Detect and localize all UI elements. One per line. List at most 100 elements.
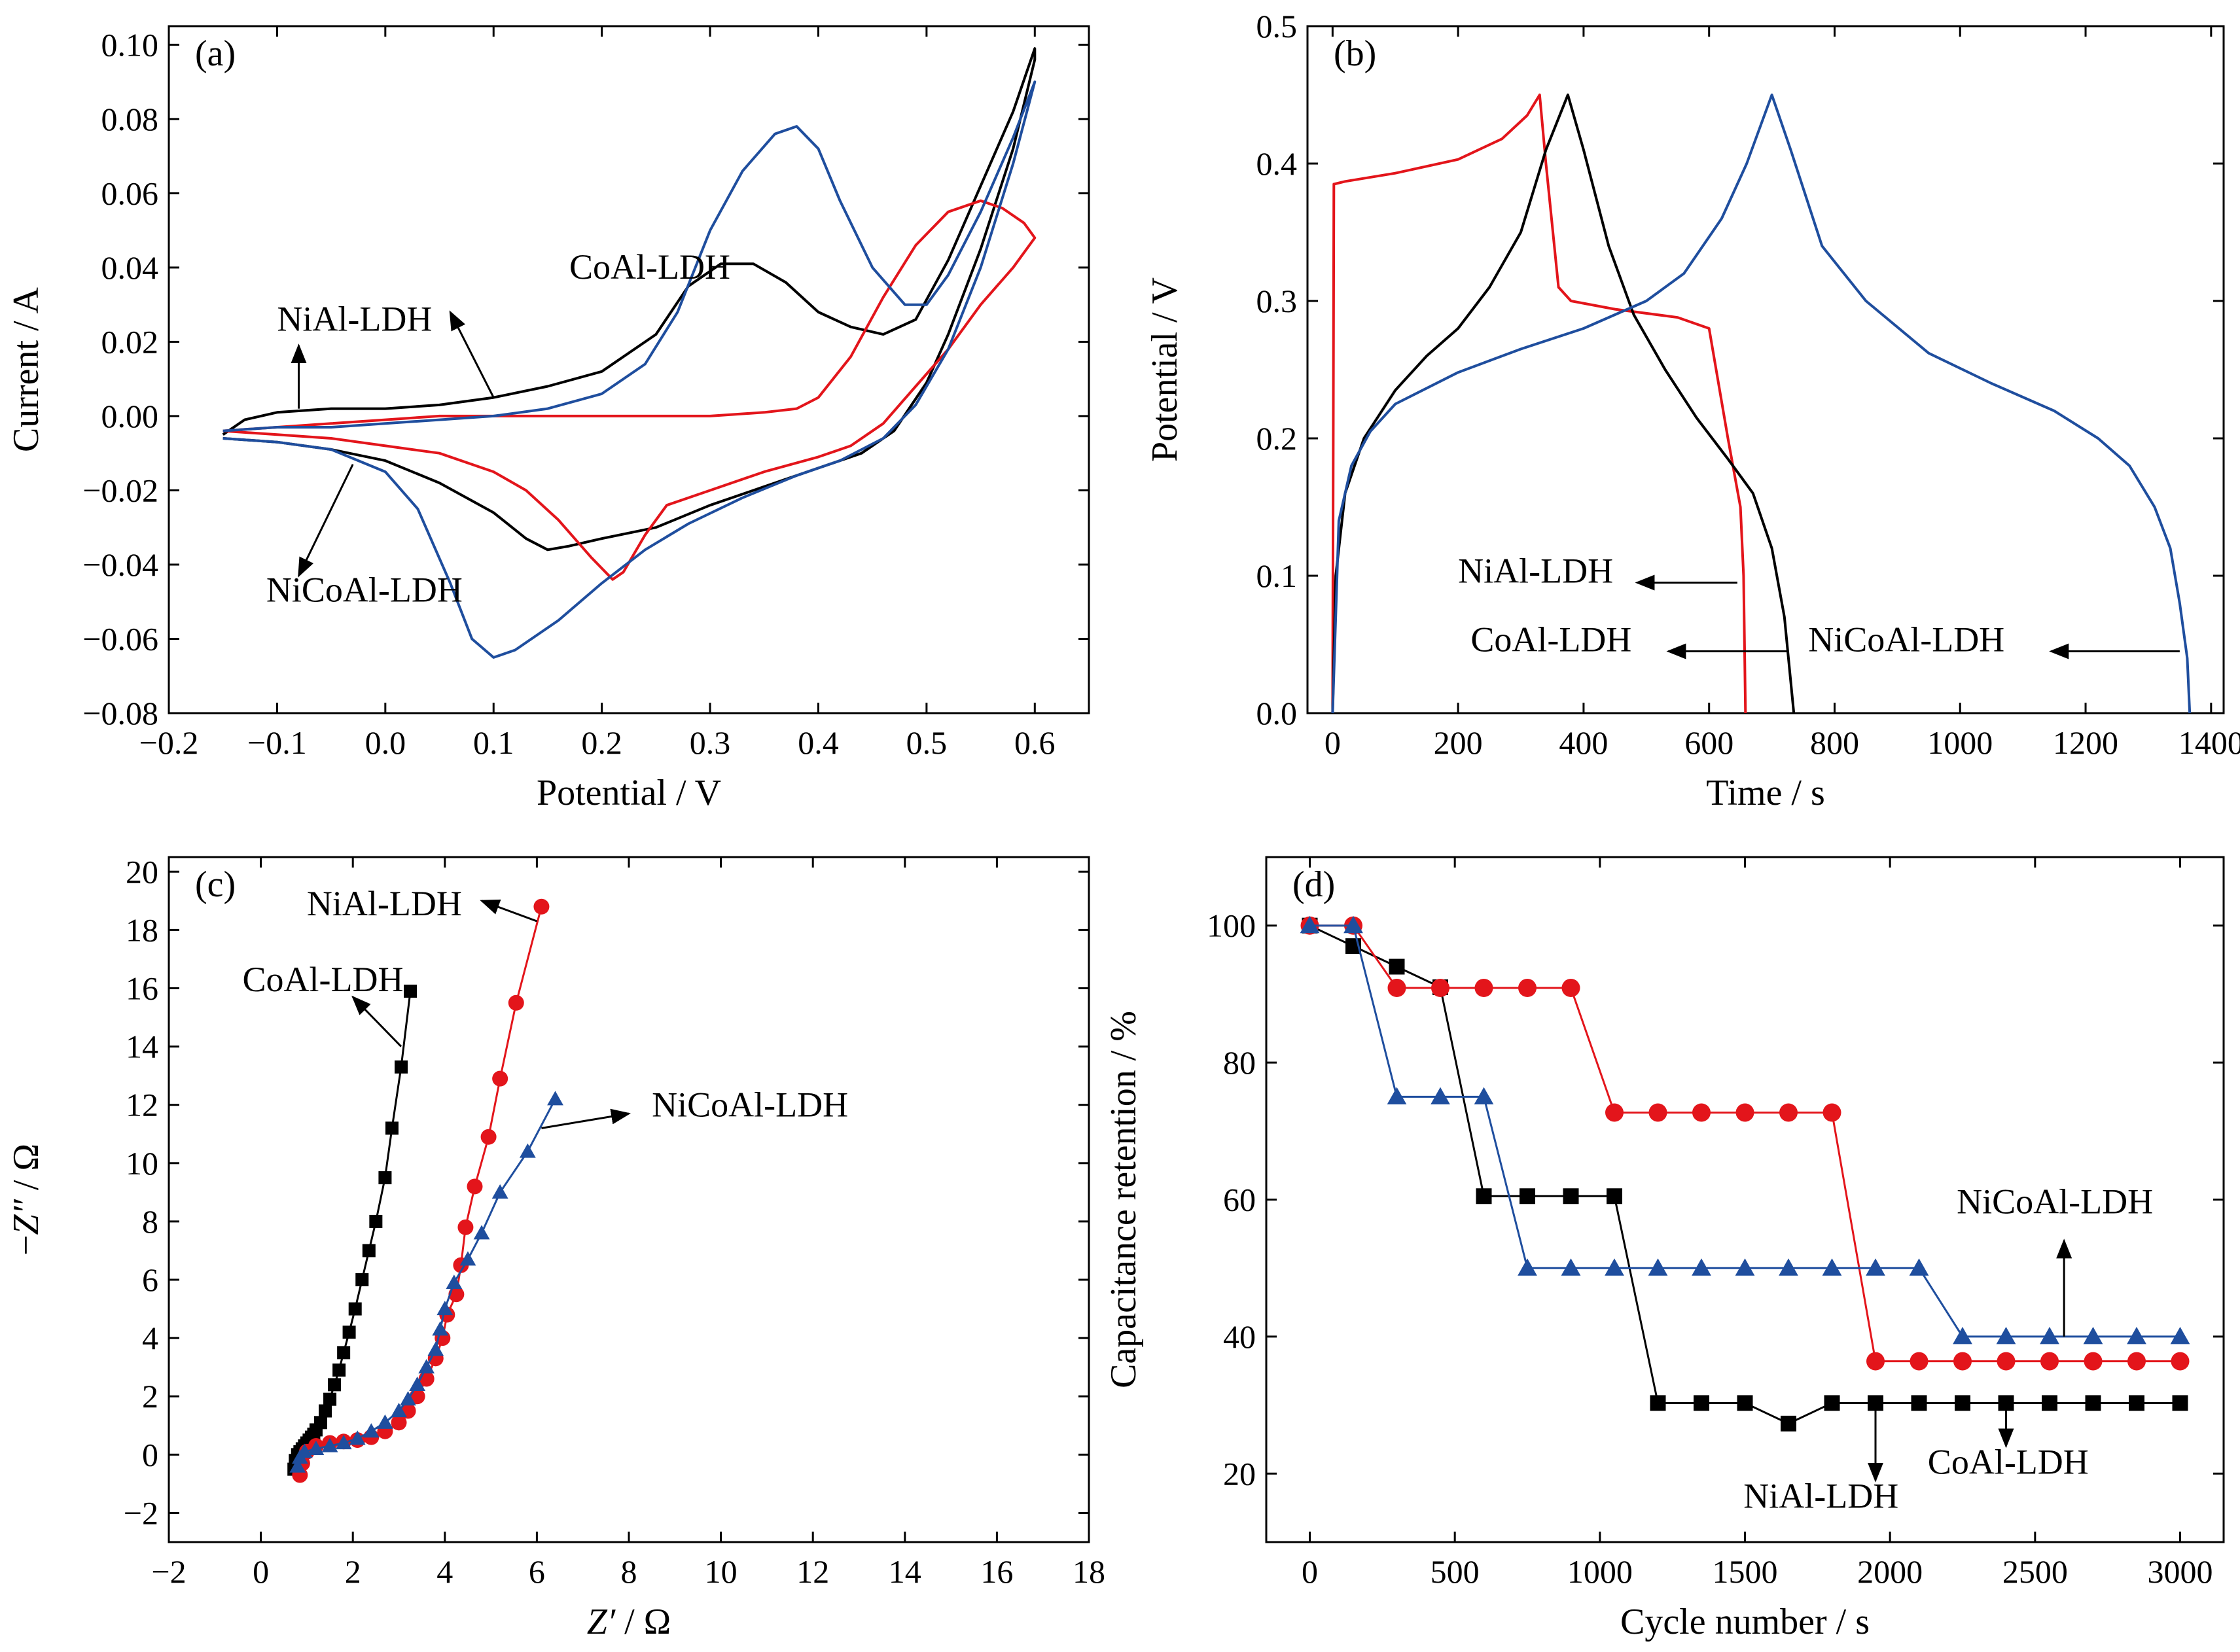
data-point: [1779, 1258, 1798, 1276]
data-point: [1911, 1395, 1927, 1411]
series-NiAl-LDH: [1331, 94, 1747, 714]
x-tick-label: 0.4: [798, 724, 839, 761]
annotations: NiAl-LDH CoAl-LDH NiCoAl-LDH: [1458, 552, 2180, 659]
plot-area: [287, 898, 563, 1483]
plot-area: [1300, 915, 2190, 1432]
x-tick-label: 400: [1559, 724, 1608, 761]
x-tick-label: 800: [1810, 724, 1859, 761]
x-tick-label: 4: [436, 1553, 453, 1590]
plot-area: [222, 47, 1037, 659]
x-tick-label: 6: [529, 1553, 545, 1590]
data-point: [1520, 1188, 1535, 1204]
annotation-label: CoAl-LDH: [1928, 1442, 2089, 1481]
series-line: [222, 199, 1037, 581]
series-NiCoAl-LDH: [1331, 94, 2192, 714]
data-point: [2084, 1352, 2103, 1371]
annotation-label: NiAl-LDH: [1743, 1477, 1898, 1516]
data-point: [1561, 1258, 1581, 1276]
data-point: [1648, 1258, 1668, 1276]
y-tick-label: 2: [142, 1378, 158, 1415]
data-point: [1387, 1087, 1407, 1104]
annotation-label: NiAl-LDH: [1458, 552, 1613, 591]
y-tick-label: 20: [1223, 1455, 1256, 1492]
x-tick-label: 0: [1324, 724, 1341, 761]
data-point: [391, 1403, 407, 1418]
x-tick-label: 200: [1434, 724, 1483, 761]
x-tick-label: 1400: [2178, 724, 2240, 761]
data-point: [1694, 1395, 1709, 1411]
x-tick-label: −0.1: [247, 724, 307, 761]
data-point: [1824, 1395, 1840, 1411]
series-CoAl-LDH: [1331, 94, 1796, 714]
series-CoAl-LDH: [222, 47, 1037, 552]
data-point: [385, 1121, 399, 1135]
x-tick-label: 16: [980, 1553, 1013, 1590]
series-NiCoAl-LDH: [1300, 915, 2190, 1344]
y-tick-label: 10: [126, 1145, 158, 1182]
data-point: [1735, 1258, 1755, 1276]
data-point: [2042, 1395, 2057, 1411]
series-line: [1309, 924, 2180, 1425]
data-point: [427, 1341, 444, 1356]
data-point: [1474, 978, 1493, 997]
y-tick-label: 0.06: [101, 175, 159, 211]
data-point: [2172, 1395, 2188, 1411]
data-point: [1735, 1103, 1754, 1122]
panel-c-nyquist-plot: −2 0 2 4 6 8 10 12 14 16 18 −2 0 2 4 6 8 10 12 14 16 18 20 CoA…: [6, 853, 1105, 1642]
data-point: [400, 1391, 416, 1406]
data-point: [362, 1244, 376, 1257]
x-tick-label: 600: [1684, 724, 1733, 761]
data-point: [473, 1225, 490, 1240]
annotation-label: NiCoAl-LDH: [1808, 620, 2004, 659]
x-tick-label: 10: [705, 1553, 738, 1590]
data-point: [1955, 1395, 1970, 1411]
y-axis-label-italic: Z″: [6, 1199, 46, 1235]
data-point: [308, 1441, 325, 1456]
data-point: [2170, 1327, 2190, 1344]
data-point: [409, 1377, 426, 1392]
y-axis-label: Potential / V: [1145, 277, 1185, 462]
annotations: CoAl-LDH NiAl-LDH NiCoAl-LDH: [242, 884, 848, 1129]
series-NiAl-LDH: [222, 199, 1037, 581]
data-point: [1518, 1258, 1537, 1276]
panel-label: (a): [195, 33, 236, 74]
x-tick-label: −2: [151, 1553, 186, 1590]
data-point: [480, 1129, 497, 1145]
data-point: [2127, 1352, 2146, 1371]
data-point: [328, 1378, 342, 1392]
axis-ticks: −2 0 2 4 6 8 10 12 14 16 18 −2 0 2 4 6 8 10 12 14 16 18 20: [124, 853, 1105, 1590]
data-point: [448, 1286, 465, 1303]
y-tick-label: 4: [142, 1320, 158, 1356]
annotation-label: NiCoAl-LDH: [652, 1085, 848, 1125]
data-point: [1518, 978, 1537, 997]
data-point: [418, 1359, 435, 1374]
data-point: [319, 1404, 332, 1418]
x-tick-label: 1500: [1713, 1553, 1778, 1590]
x-tick-label: 0.3: [690, 724, 731, 761]
data-point: [519, 1143, 536, 1158]
annotation-label: CoAl-LDH: [242, 960, 403, 999]
data-point: [2085, 1395, 2101, 1411]
y-tick-label: 80: [1223, 1044, 1256, 1081]
y-tick-label: −0.02: [82, 472, 158, 508]
data-point: [1822, 1258, 1842, 1276]
data-point: [432, 1321, 449, 1336]
annotation-label: NiCoAl-LDH: [266, 571, 463, 610]
data-point: [355, 1273, 369, 1287]
data-point: [313, 1416, 327, 1430]
x-tick-label: 1000: [1927, 724, 1993, 761]
data-point: [1692, 1258, 1711, 1276]
series-NiCoAl-LDH: [289, 1091, 563, 1473]
x-tick-label: 8: [621, 1553, 637, 1590]
y-axis-label-unit: / Ω: [6, 1144, 46, 1199]
data-point: [1605, 1258, 1624, 1276]
y-tick-label: 0.08: [101, 101, 159, 137]
data-point: [1387, 978, 1406, 997]
y-tick-label: 40: [1223, 1318, 1256, 1355]
x-tick-label: 0.1: [473, 724, 514, 761]
x-axis-label-italic: Z′: [587, 1602, 616, 1642]
plot-area: [1331, 94, 2192, 714]
y-tick-label: 100: [1207, 907, 1256, 944]
panel-d-cycling-stability: 0 500 1000 1500 2000 2500 3000 20 40 60 80 100 NiCo…: [1103, 856, 2225, 1642]
plot-frame: [1306, 25, 2225, 714]
